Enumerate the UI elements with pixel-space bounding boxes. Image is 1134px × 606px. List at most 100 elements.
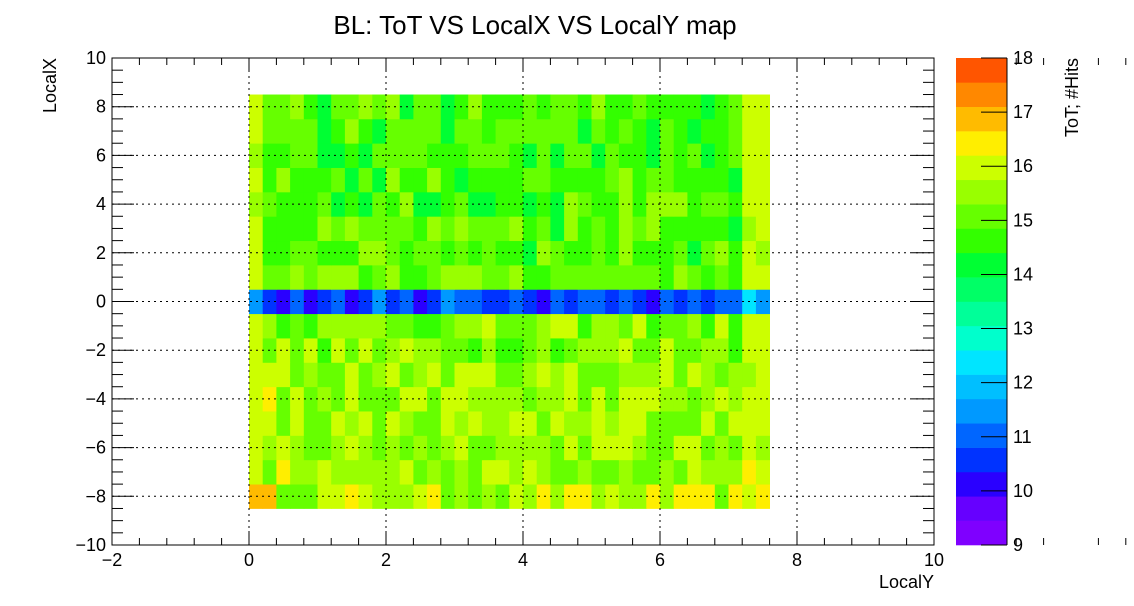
heatmap-cell xyxy=(303,167,318,193)
palette-swatch xyxy=(956,277,1007,302)
heatmap-cell xyxy=(276,338,291,363)
heatmap-cell xyxy=(536,435,551,461)
heatmap-cell xyxy=(742,216,757,242)
heatmap-cell xyxy=(331,313,346,339)
heatmap-cell xyxy=(660,240,675,266)
heatmap-cell xyxy=(454,118,469,144)
heatmap-cell xyxy=(577,459,592,485)
heatmap-cell xyxy=(262,167,277,193)
heatmap-cell xyxy=(618,167,633,193)
heatmap-cell xyxy=(386,94,401,120)
heatmap-cell xyxy=(687,216,702,242)
heatmap-cell xyxy=(344,459,359,485)
heatmap-cell xyxy=(742,313,757,339)
x-tick-label: −2 xyxy=(102,550,123,570)
heatmap-cell xyxy=(509,338,524,363)
heatmap-cell xyxy=(427,191,442,217)
heatmap-cell xyxy=(577,94,592,120)
x-tick-label: 10 xyxy=(924,550,944,570)
heatmap-cell xyxy=(742,459,757,485)
heatmap-cell xyxy=(358,216,373,242)
heatmap-cell xyxy=(509,289,524,315)
z-tick-label: 14 xyxy=(1013,264,1033,284)
heatmap-cell xyxy=(290,94,305,120)
heatmap-cell xyxy=(481,94,496,120)
heatmap-cell xyxy=(290,484,305,509)
heatmap-cell xyxy=(632,240,647,266)
heatmap-cell xyxy=(290,216,305,242)
heatmap-cell xyxy=(454,313,469,339)
heatmap-cell xyxy=(427,411,442,436)
heatmap-cell xyxy=(495,313,510,339)
heatmap-cell xyxy=(386,264,401,290)
heatmap-cell xyxy=(386,143,401,168)
heatmap-cell xyxy=(660,313,675,339)
heatmap-cell xyxy=(303,362,318,388)
heatmap-cell xyxy=(618,338,633,363)
heatmap-cell xyxy=(468,459,483,485)
heatmap-cell xyxy=(536,216,551,242)
heatmap-cell xyxy=(714,191,729,217)
heatmap-cell xyxy=(660,411,675,436)
heatmap-cell xyxy=(714,94,729,120)
heatmap-cell xyxy=(646,167,661,193)
heatmap-cell xyxy=(468,264,483,290)
heatmap-cell xyxy=(427,167,442,193)
heatmap-cell xyxy=(276,167,291,193)
heatmap-cell xyxy=(605,484,620,509)
heatmap-cell xyxy=(262,118,277,144)
heatmap-cell xyxy=(701,362,716,388)
heatmap-cell xyxy=(673,240,688,266)
heatmap-cell xyxy=(605,143,620,168)
x-tick-label: 0 xyxy=(244,550,254,570)
heatmap-cell xyxy=(523,484,538,509)
heatmap-cell xyxy=(632,386,647,412)
z-tick-label: 10 xyxy=(1013,481,1033,501)
heatmap-cell xyxy=(577,338,592,363)
z-tick-label: 18 xyxy=(1013,48,1033,68)
heatmap-cell xyxy=(509,143,524,168)
heatmap-cell xyxy=(440,338,455,363)
palette-swatch xyxy=(956,374,1007,400)
heatmap-cell xyxy=(728,459,743,485)
heatmap-cell xyxy=(728,240,743,266)
heatmap-cell xyxy=(440,289,455,315)
heatmap-cell xyxy=(440,191,455,217)
heatmap-cell xyxy=(564,484,579,509)
heatmap-cell xyxy=(660,435,675,461)
heatmap-cell xyxy=(701,118,716,144)
heatmap-cell xyxy=(290,264,305,290)
heatmap-cell xyxy=(673,338,688,363)
heatmap-cell xyxy=(728,435,743,461)
palette-swatch xyxy=(956,82,1007,107)
heatmap-cell xyxy=(701,435,716,461)
heatmap-cell xyxy=(372,338,387,363)
z-tick-label: 11 xyxy=(1013,427,1032,447)
heatmap-cell xyxy=(660,264,675,290)
heatmap-cell xyxy=(372,118,387,144)
heatmap-cell xyxy=(303,216,318,242)
heatmap-cell xyxy=(331,264,346,290)
heatmap-cell xyxy=(317,143,332,168)
heatmap-cell xyxy=(728,118,743,144)
heatmap-cell xyxy=(660,386,675,412)
heatmap-cell xyxy=(564,118,579,144)
heatmap-cell xyxy=(262,264,277,290)
heatmap-cell xyxy=(605,435,620,461)
heatmap-cell xyxy=(564,167,579,193)
heatmap-cell xyxy=(440,216,455,242)
heatmap-cell xyxy=(468,435,483,461)
heatmap-cell xyxy=(605,386,620,412)
heatmap-cell xyxy=(427,313,442,339)
heatmap-cell xyxy=(673,435,688,461)
heatmap-cell xyxy=(536,313,551,339)
heatmap-cell xyxy=(605,362,620,388)
heatmap-cell xyxy=(344,386,359,412)
heatmap-cell xyxy=(632,94,647,120)
heatmap-cell xyxy=(317,167,332,193)
heatmap-cell xyxy=(618,386,633,412)
y-axis-title: LocalX xyxy=(40,58,60,113)
heatmap-cell xyxy=(550,313,565,339)
heatmap-cell xyxy=(523,191,538,217)
